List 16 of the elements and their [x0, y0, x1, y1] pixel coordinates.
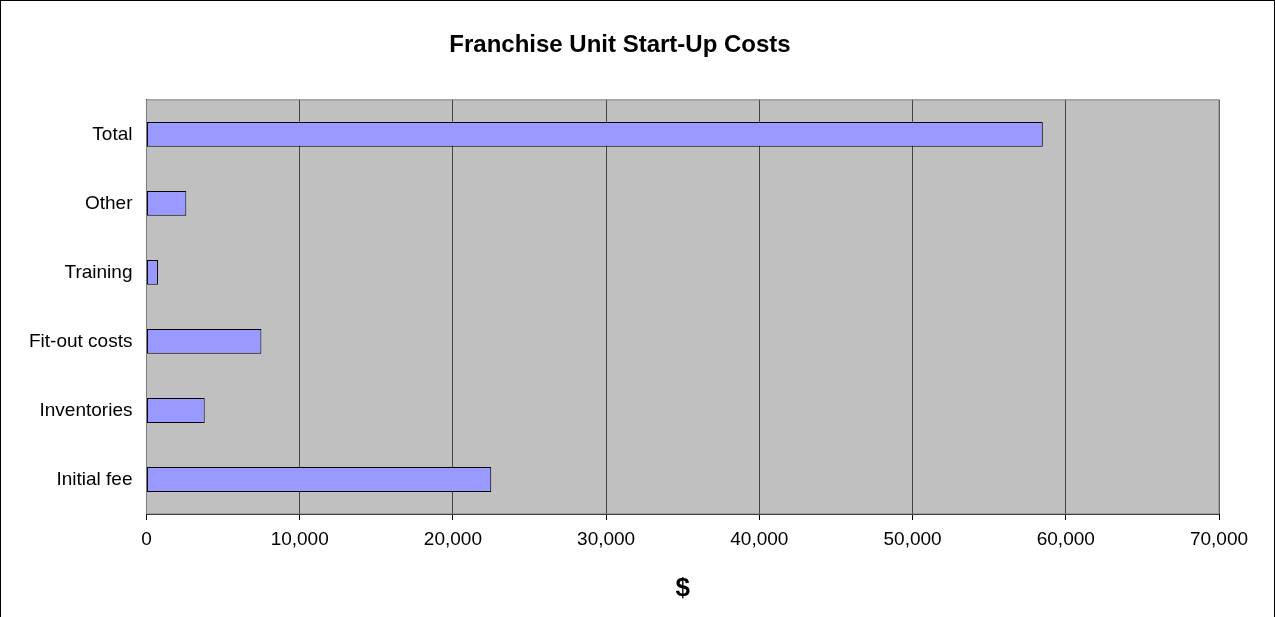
x-tick-label: 10,000: [270, 527, 329, 549]
x-tick-label: 30,000: [577, 527, 636, 549]
y-tick-label: Training: [64, 260, 133, 282]
y-tick-label: Inventories: [39, 398, 133, 420]
y-tick-label: Fit-out costs: [28, 329, 133, 351]
x-tick-label: 0: [141, 527, 152, 549]
y-tick-label: Other: [84, 191, 134, 213]
chart-title: Franchise Unit Start-Up Costs: [449, 30, 791, 58]
y-tick-label: Initial fee: [56, 467, 133, 489]
x-tick-label: 50,000: [883, 527, 942, 549]
x-tick-label: 40,000: [730, 527, 789, 549]
x-axis-title: $: [675, 571, 691, 602]
y-tick-label: Total: [92, 122, 133, 144]
x-tick-label: 20,000: [423, 527, 482, 549]
x-tick-label: 70,000: [1189, 527, 1249, 549]
x-tick-label: 60,000: [1036, 527, 1095, 549]
